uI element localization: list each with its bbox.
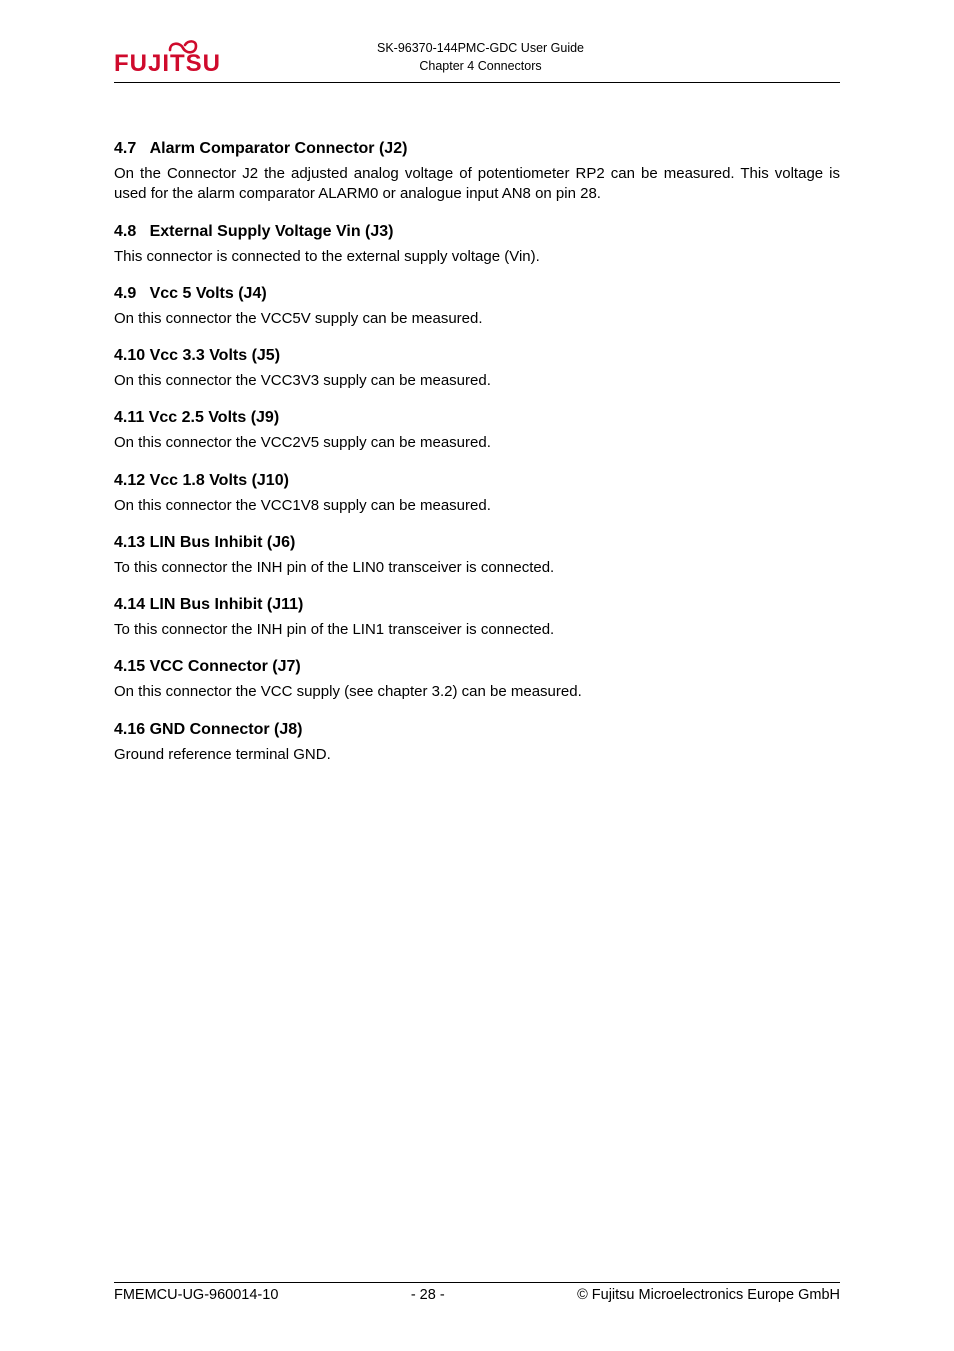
section-body: This connector is connected to the exter… xyxy=(114,247,840,267)
section-body: On the Connector J2 the adjusted analog … xyxy=(114,164,840,205)
section-heading: 4.9 Vcc 5 Volts (J4) xyxy=(114,285,840,303)
header-line-2: Chapter 4 Connectors xyxy=(221,58,740,76)
section-4-7: 4.7 Alarm Comparator Connector (J2) On t… xyxy=(114,140,840,205)
section-body: On this connector the VCC5V supply can b… xyxy=(114,309,840,329)
section-4-11: 4.11 Vcc 2.5 Volts (J9) On this connecto… xyxy=(114,409,840,453)
section-4-12: 4.12 Vcc 1.8 Volts (J10) On this connect… xyxy=(114,472,840,516)
section-num: 4.9 xyxy=(114,285,136,302)
section-heading: 4.10 Vcc 3.3 Volts (J5) xyxy=(114,347,840,365)
section-title: GND Connector (J8) xyxy=(150,721,303,738)
content-area: 4.7 Alarm Comparator Connector (J2) On t… xyxy=(114,140,840,783)
section-body: Ground reference terminal GND. xyxy=(114,745,840,765)
footer-left: FMEMCU-UG-960014-10 xyxy=(114,1287,278,1303)
header-title-block: SK-96370-144PMC-GDC User Guide Chapter 4… xyxy=(221,36,740,75)
section-num: 4.12 xyxy=(114,472,145,489)
section-body: To this connector the INH pin of the LIN… xyxy=(114,620,840,640)
section-title: Vcc 1.8 Volts (J10) xyxy=(150,472,289,489)
section-num: 4.7 xyxy=(114,140,136,157)
section-num: 4.8 xyxy=(114,223,136,240)
section-num: 4.16 xyxy=(114,721,145,738)
section-4-13: 4.13 LIN Bus Inhibit (J6) To this connec… xyxy=(114,534,840,578)
section-4-8: 4.8 External Supply Voltage Vin (J3) Thi… xyxy=(114,223,840,267)
section-title: Vcc 5 Volts (J4) xyxy=(150,285,267,302)
section-heading: 4.7 Alarm Comparator Connector (J2) xyxy=(114,140,840,158)
footer-center: - 28 - xyxy=(411,1287,445,1303)
section-heading: 4.16 GND Connector (J8) xyxy=(114,721,840,739)
section-heading: 4.15 VCC Connector (J7) xyxy=(114,658,840,676)
section-title: External Supply Voltage Vin (J3) xyxy=(150,223,394,240)
section-heading: 4.14 LIN Bus Inhibit (J11) xyxy=(114,596,840,614)
logo-text: FUJITSU xyxy=(114,52,221,76)
section-num: 4.11 xyxy=(114,409,144,426)
section-body: On this connector the VCC3V3 supply can … xyxy=(114,371,840,391)
section-body: To this connector the INH pin of the LIN… xyxy=(114,558,840,578)
section-heading: 4.8 External Supply Voltage Vin (J3) xyxy=(114,223,840,241)
section-4-9: 4.9 Vcc 5 Volts (J4) On this connector t… xyxy=(114,285,840,329)
section-num: 4.15 xyxy=(114,658,145,675)
section-num: 4.10 xyxy=(114,347,145,364)
section-title: Vcc 2.5 Volts (J9) xyxy=(149,409,279,426)
section-title: Vcc 3.3 Volts (J5) xyxy=(150,347,280,364)
section-4-14: 4.14 LIN Bus Inhibit (J11) To this conne… xyxy=(114,596,840,640)
section-body: On this connector the VCC1V8 supply can … xyxy=(114,496,840,516)
section-body: On this connector the VCC2V5 supply can … xyxy=(114,433,840,453)
page-header: FUJITSU SK-96370-144PMC-GDC User Guide C… xyxy=(114,36,840,83)
section-num: 4.14 xyxy=(114,596,145,613)
section-4-16: 4.16 GND Connector (J8) Ground reference… xyxy=(114,721,840,765)
section-body: On this connector the VCC supply (see ch… xyxy=(114,682,840,702)
section-title: LIN Bus Inhibit (J6) xyxy=(150,534,296,551)
section-heading: 4.13 LIN Bus Inhibit (J6) xyxy=(114,534,840,552)
section-heading: 4.12 Vcc 1.8 Volts (J10) xyxy=(114,472,840,490)
section-title: Alarm Comparator Connector (J2) xyxy=(150,140,408,157)
section-4-15: 4.15 VCC Connector (J7) On this connecto… xyxy=(114,658,840,702)
section-num: 4.13 xyxy=(114,534,145,551)
logo: FUJITSU xyxy=(114,36,221,76)
section-4-10: 4.10 Vcc 3.3 Volts (J5) On this connecto… xyxy=(114,347,840,391)
header-line-1: SK-96370-144PMC-GDC User Guide xyxy=(221,40,740,58)
page-footer: FMEMCU-UG-960014-10 - 28 - © Fujitsu Mic… xyxy=(114,1282,840,1303)
section-heading: 4.11 Vcc 2.5 Volts (J9) xyxy=(114,409,840,427)
footer-right: © Fujitsu Microelectronics Europe GmbH xyxy=(577,1287,840,1303)
section-title: VCC Connector (J7) xyxy=(150,658,301,675)
section-title: LIN Bus Inhibit (J11) xyxy=(150,596,304,613)
